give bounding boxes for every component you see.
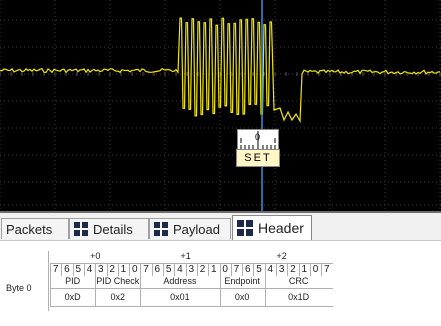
field-divider <box>140 276 142 306</box>
bit-number: 3 <box>188 264 195 275</box>
splitter[interactable] <box>0 211 441 213</box>
row-label: Byte 0 <box>6 283 32 293</box>
tab-details[interactable]: Details <box>69 218 149 239</box>
bit-number: 2 <box>290 264 296 275</box>
field-name: CRC <box>288 276 309 286</box>
bit-number: 5 <box>256 264 262 275</box>
bit-divider <box>230 264 232 276</box>
field-value: 0x2 <box>110 292 126 302</box>
bit-divider <box>309 264 311 276</box>
field-name: PID <box>65 276 81 286</box>
field-value: 0x1D <box>288 292 310 302</box>
grid-icon <box>237 220 253 236</box>
bit-divider <box>163 264 164 276</box>
field-name: Address <box>163 276 197 286</box>
bit-divider <box>174 264 176 276</box>
bit-number: 5 <box>165 264 172 275</box>
bit-number: 3 <box>278 264 285 275</box>
field-value: 0x01 <box>170 292 190 302</box>
bit-number: 1 <box>301 264 308 275</box>
oscilloscope-view[interactable]: 0 SET <box>0 0 441 211</box>
tab-label: Packets <box>6 221 53 237</box>
bit-divider <box>196 264 198 276</box>
bit-number: 7 <box>52 264 59 275</box>
bit-divider <box>264 264 266 276</box>
bit-number: 1 <box>120 264 127 275</box>
bit-number: 4 <box>267 264 274 275</box>
marker-label: SET <box>236 149 280 167</box>
bit-number: 7 <box>143 264 149 275</box>
bit-number: 7 <box>324 264 330 275</box>
bit-number: 7 <box>233 264 240 275</box>
bit-divider <box>106 264 108 276</box>
bit-number: 1 <box>211 264 217 275</box>
bit-number: 3 <box>98 264 104 275</box>
offset-header: +0 <box>90 251 101 261</box>
bit-divider <box>276 264 277 276</box>
field-divider <box>264 276 266 306</box>
bit-number: 0 <box>312 264 319 275</box>
bit-divider <box>129 264 131 276</box>
grid-icon <box>154 222 168 236</box>
bit-divider <box>117 264 119 276</box>
waveform-display[interactable] <box>0 0 441 211</box>
bit-divider <box>140 264 142 276</box>
table-border <box>50 288 333 289</box>
marker-value: 0 <box>255 132 261 142</box>
bit-divider <box>185 264 187 276</box>
field-divider <box>219 276 221 306</box>
packet-marker[interactable]: 0 SET <box>236 129 280 167</box>
tab-packets[interactable]: Packets <box>1 218 69 239</box>
marker-bits: 0 <box>237 129 279 151</box>
header-panel: Byte 0 +0 +1 +2 7 6 5 4 3 2 1 0 7 6 5 4 3 2 1 0 7 6 5 4 3 2 1 0 7 PID… <box>0 241 441 326</box>
bit-divider <box>253 264 255 276</box>
bit-ticks <box>240 131 276 149</box>
signal-trace <box>0 17 441 124</box>
bit-divider <box>95 264 97 276</box>
bit-divider <box>208 264 210 276</box>
bit-divider <box>242 264 244 276</box>
bit-number: 2 <box>199 264 206 275</box>
tab-bar: Packets Details Payload Header <box>0 213 441 241</box>
bit-number: 2 <box>109 264 115 275</box>
table-border <box>50 306 333 307</box>
bit-divider <box>72 264 74 276</box>
table-border <box>48 251 49 311</box>
offset-header: +2 <box>276 251 287 261</box>
bit-divider <box>50 264 51 276</box>
bit-divider <box>321 264 323 276</box>
bit-divider <box>219 264 221 276</box>
bit-divider <box>287 264 289 276</box>
tab-label: Payload <box>173 221 220 237</box>
grid-icon <box>74 222 88 236</box>
bit-divider <box>61 264 63 276</box>
tab-header[interactable]: Header <box>232 215 312 240</box>
offset-header: +1 <box>180 251 191 261</box>
bit-number: 5 <box>75 264 82 275</box>
bit-number: 4 <box>86 264 93 275</box>
field-value: 0x0 <box>234 292 250 302</box>
tab-payload[interactable]: Payload <box>149 218 231 239</box>
bit-number: 6 <box>64 264 70 275</box>
tab-label: Header <box>258 220 304 236</box>
bit-divider <box>83 264 85 276</box>
field-name: Endpoint <box>224 276 260 286</box>
field-name: PID Check <box>96 276 140 286</box>
bit-number: 4 <box>177 264 183 275</box>
field-divider <box>50 276 51 306</box>
bit-number: 0 <box>131 264 138 275</box>
bit-number: 6 <box>154 264 161 275</box>
bit-divider <box>298 264 300 276</box>
table-border <box>50 263 333 264</box>
bit-number: 0 <box>222 264 228 275</box>
field-divider <box>95 276 97 306</box>
tab-label: Details <box>93 221 133 237</box>
field-value: 0xD <box>64 292 81 302</box>
bit-number: 6 <box>244 264 251 275</box>
bit-divider <box>151 264 153 276</box>
